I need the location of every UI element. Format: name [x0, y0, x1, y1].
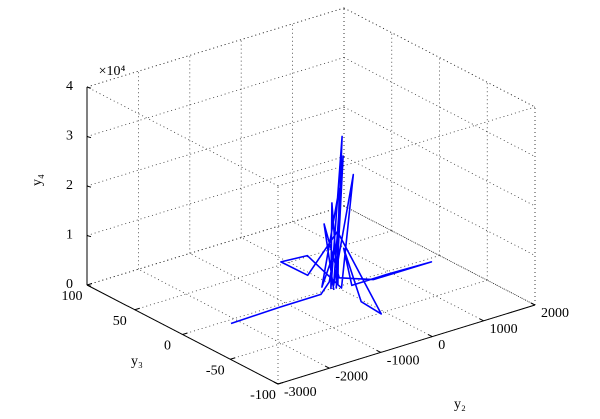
- z-tick-label: 0: [66, 277, 73, 292]
- x-tick-label: 2000: [541, 306, 569, 321]
- z-tick-label: 1: [66, 228, 73, 243]
- z-multiplier: ×10⁴: [99, 64, 126, 79]
- z-tick-label: 2: [66, 178, 73, 193]
- x-tick-label: 1000: [490, 322, 518, 337]
- grid-line: [292, 221, 484, 322]
- x-axis: [277, 304, 536, 385]
- grid-line: [86, 57, 345, 137]
- y-tick-label: -50: [206, 363, 225, 378]
- y-tick: [230, 357, 236, 360]
- x-tick: [427, 334, 433, 338]
- x-tick: [273, 381, 279, 385]
- x-tick: [530, 302, 536, 306]
- grid-line: [86, 156, 345, 236]
- y-tick-label: -100: [250, 388, 276, 403]
- z-tick-label: 3: [66, 129, 73, 144]
- x-axis-label: y₂: [454, 397, 466, 412]
- z-axis-label: y₄: [30, 174, 45, 186]
- grid-line: [86, 7, 345, 88]
- grid-line: [134, 230, 392, 311]
- y-axis-label: y₃: [131, 354, 143, 369]
- x-tick: [376, 349, 382, 353]
- x-tick-label: -3000: [284, 385, 317, 400]
- y-tick: [182, 332, 188, 335]
- y-tick: [277, 382, 284, 385]
- box-edge: [86, 86, 279, 187]
- grid-line: [230, 279, 488, 360]
- x-tick-label: -1000: [387, 354, 420, 369]
- z-tick: [86, 235, 92, 238]
- grid-line: [86, 106, 345, 187]
- x-tick-label: 0: [438, 338, 445, 353]
- z-tick: [86, 185, 92, 188]
- y-tick-label: 0: [164, 339, 171, 354]
- z-tick: [86, 136, 92, 139]
- y-tick-label: 50: [113, 314, 127, 329]
- z-tick: [86, 86, 92, 89]
- x-tick: [479, 318, 484, 322]
- grid-line: [189, 253, 381, 353]
- z-tick-label: 4: [66, 79, 73, 94]
- box-edge: [277, 106, 536, 187]
- grid-line: [86, 205, 345, 286]
- x-tick-label: -2000: [335, 369, 368, 384]
- x-tick: [325, 365, 330, 369]
- z-tick: [86, 284, 92, 287]
- grid-line: [182, 255, 440, 335]
- y-tick-label: 100: [62, 289, 83, 304]
- y-tick: [134, 307, 140, 311]
- data-line: [230, 135, 433, 325]
